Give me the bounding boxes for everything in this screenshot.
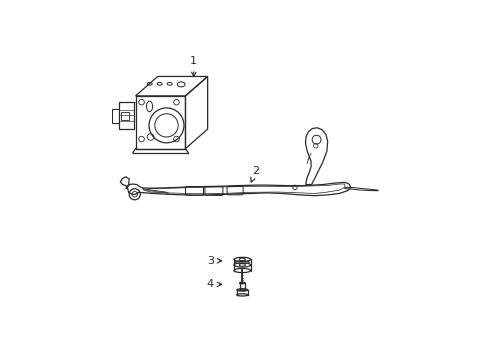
Text: 1: 1 <box>190 56 197 77</box>
Text: 3: 3 <box>206 256 221 266</box>
Text: 4: 4 <box>206 279 221 289</box>
Text: 2: 2 <box>250 166 259 182</box>
